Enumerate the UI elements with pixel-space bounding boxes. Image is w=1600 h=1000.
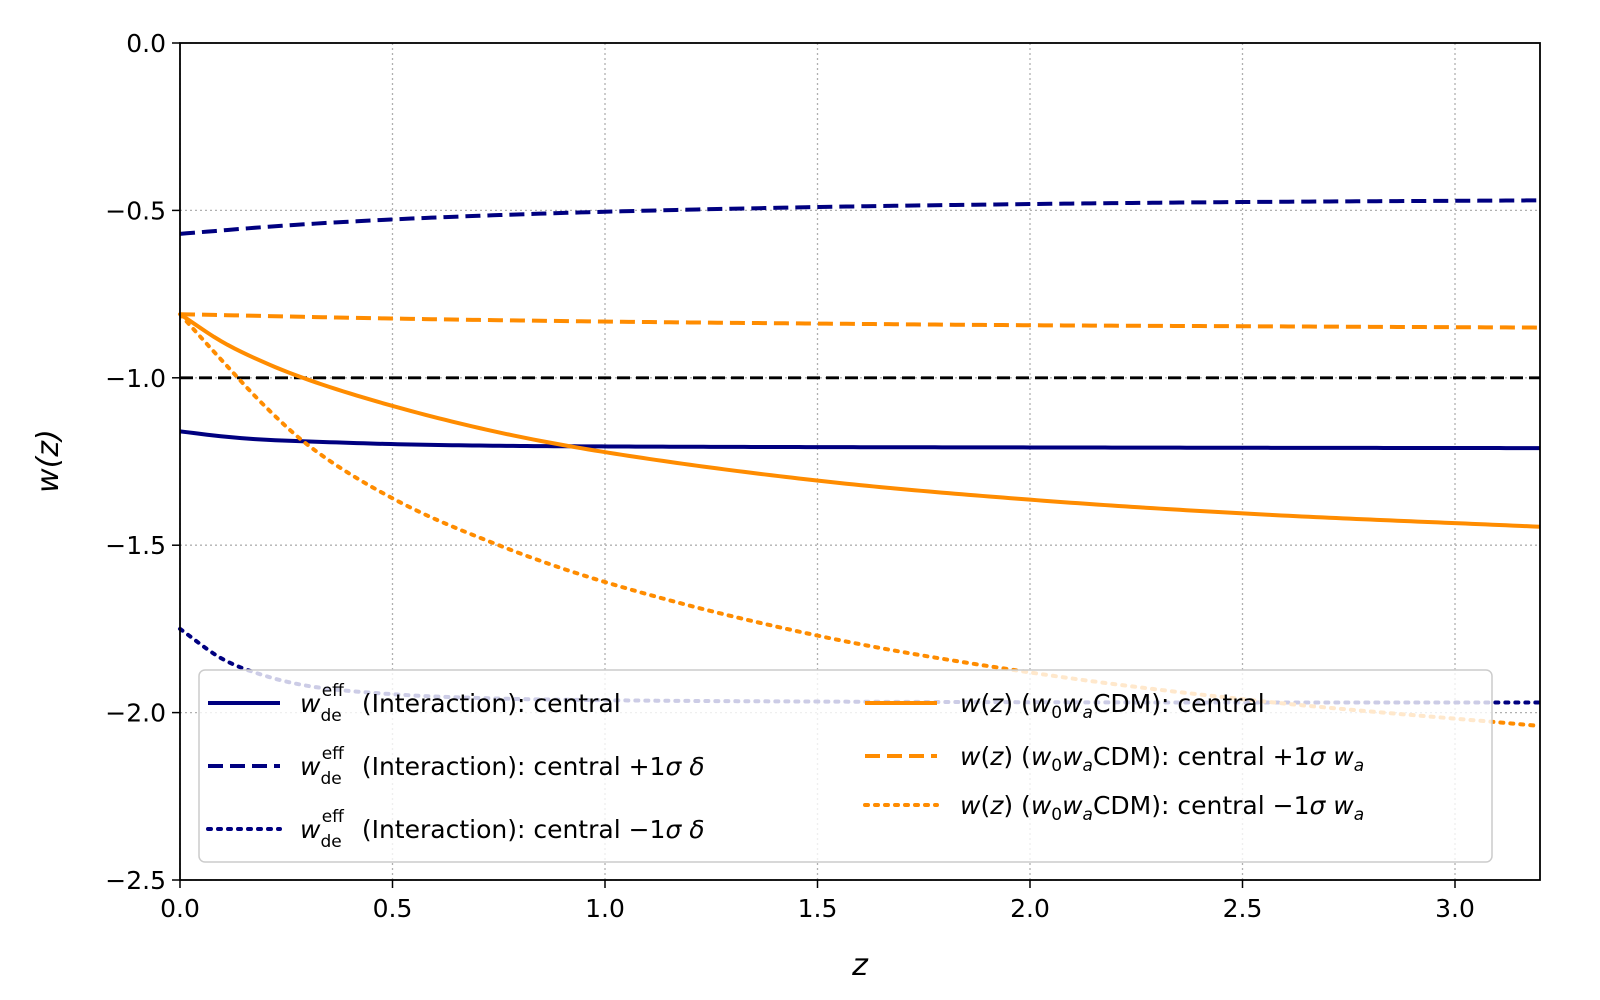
- plot-frame: [179, 42, 1541, 881]
- legend-label-w0wa-minus: w(z) (w0waCDM): central −1σ wa: [960, 791, 1364, 825]
- x-tick-label: 2.0: [1010, 894, 1050, 923]
- x-tick-label: 0.5: [373, 894, 413, 923]
- y-tick-label: −0.5: [105, 196, 166, 225]
- legend-label-w0wa-central: w(z) (w0waCDM): central: [960, 689, 1265, 723]
- legend-box: [198, 669, 1493, 863]
- x-tick-label: 1.5: [798, 894, 838, 923]
- ticks: 0.0 0.5 1.0 1.5 2.0 2.5 3.0 0.0 −0.5 −1.0 −1.5 −2.0…: [105, 29, 1475, 923]
- y-tick-label: −1.0: [105, 364, 166, 393]
- series-line-4: [178, 312, 1541, 529]
- x-tick-label: 2.5: [1223, 894, 1263, 923]
- y-tick-label: −1.5: [105, 531, 166, 560]
- legend: wdeeff (Interaction): central wdeeff (In…: [198, 669, 1493, 863]
- legend-label-w0wa-plus: w(z) (w0waCDM): central +1σ wa: [960, 742, 1364, 776]
- series-line-1: [179, 429, 1541, 451]
- x-tick-label: 0.0: [160, 894, 200, 923]
- y-tick-label: 0.0: [126, 29, 166, 58]
- series-line-2: [179, 198, 1541, 236]
- y-axis-label: w(z): [31, 429, 66, 493]
- y-tick-label: −2.0: [105, 699, 166, 728]
- legend-label-interaction-plus: wdeeff (Interaction): central +1σ δ: [300, 744, 705, 789]
- x-tick-label: 1.0: [585, 894, 625, 923]
- x-tick-label: 3.0: [1435, 894, 1475, 923]
- x-axis-label: z: [851, 948, 869, 983]
- series-line-5: [179, 312, 1541, 330]
- legend-label-interaction-minus: wdeeff (Interaction): central −1σ δ: [300, 807, 705, 852]
- legend-label-interaction-central: wdeeff (Interaction): central: [300, 681, 621, 726]
- y-tick-label: −2.5: [105, 866, 166, 895]
